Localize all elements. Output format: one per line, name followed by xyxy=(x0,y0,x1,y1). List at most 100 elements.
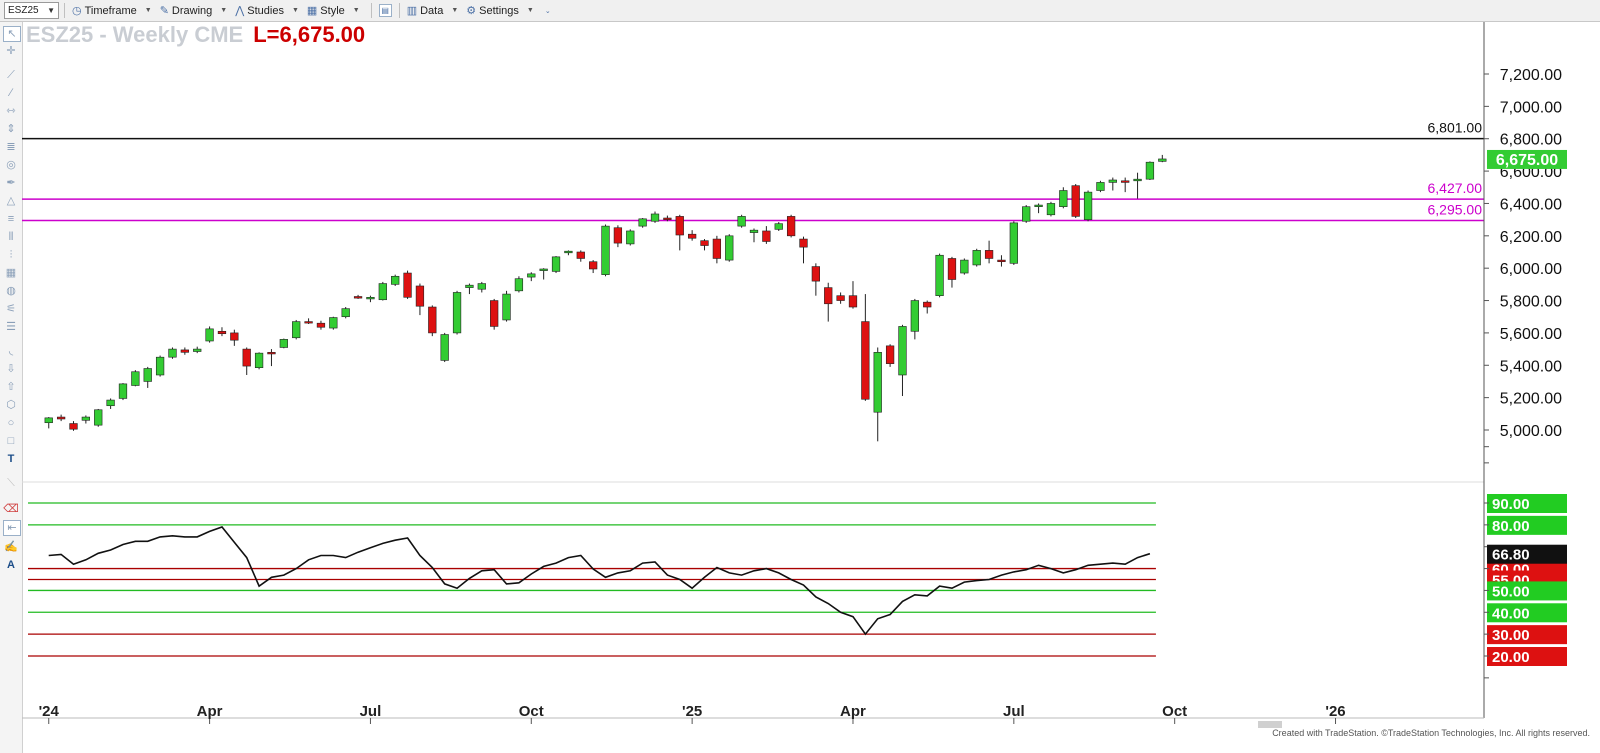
toolbar: ESZ25 ▼ ◷ Timeframe ▼ ✎ Drawing ▼ ⋀ Stud… xyxy=(0,0,1600,22)
down-candle xyxy=(69,423,78,430)
last-price-tag-label: 6,675.00 xyxy=(1496,152,1558,169)
down-candle xyxy=(230,332,239,341)
settings-label: Settings xyxy=(479,4,519,17)
oscillator-level-tag xyxy=(1487,647,1567,666)
triangle-tool-icon[interactable]: △ xyxy=(6,195,16,207)
up-candle xyxy=(465,284,474,288)
annotation-tool-icon[interactable]: A xyxy=(7,559,15,571)
time-tick-label: '26 xyxy=(1325,703,1345,720)
time-tick-label: '24 xyxy=(39,703,60,720)
arc-tool-icon[interactable]: ◟ xyxy=(8,345,14,357)
up-candle xyxy=(638,218,647,227)
down-candle xyxy=(1071,185,1080,217)
up-candle xyxy=(1022,206,1031,222)
up-candle xyxy=(502,293,511,321)
price-tick-label: 5,000.00 xyxy=(1500,423,1562,440)
symbol-input[interactable]: ESZ25 ▼ xyxy=(4,2,59,19)
up-candle xyxy=(626,230,635,245)
down-candle xyxy=(217,330,227,335)
data-button[interactable]: ▥ Data ▼ xyxy=(405,4,465,18)
last-price-tag xyxy=(1487,149,1567,169)
last-price-title: L=6,675.00 xyxy=(253,22,366,47)
speed-line-tool-icon[interactable]: ⚟ xyxy=(6,303,16,315)
oscillator-level-tag-label: 40.00 xyxy=(1492,605,1530,622)
drawing-button[interactable]: ✎ Drawing ▼ xyxy=(158,4,234,18)
settings-button[interactable]: ⚙ Settings ▼ xyxy=(464,4,540,18)
chevron-down-icon[interactable]: ▼ xyxy=(144,7,152,14)
up-candle xyxy=(143,368,152,382)
hexagon-tool-icon[interactable]: ⬡ xyxy=(6,399,16,411)
arrow-up-tool-icon[interactable]: ⇧ xyxy=(6,381,16,393)
time-scroll-thumb[interactable] xyxy=(1258,721,1282,728)
pointer-tool-icon[interactable]: ↖ xyxy=(3,26,21,42)
up-candle xyxy=(378,283,387,301)
rectangle-tool-icon[interactable]: □ xyxy=(7,435,15,447)
ruler-tool-icon[interactable]: ⟍ xyxy=(7,477,15,489)
arrow-down-tool-icon[interactable]: ⇩ xyxy=(6,363,16,375)
pen-tool-icon[interactable]: ✒ xyxy=(6,177,16,189)
snap-tool-icon[interactable]: ⇤ xyxy=(3,520,21,536)
up-candle xyxy=(539,268,548,271)
chevron-down-icon[interactable]: ▼ xyxy=(291,7,299,14)
trendline-tool-icon[interactable]: ⟋ xyxy=(7,69,15,81)
chevron-down-icon[interactable]: ▼ xyxy=(220,7,228,14)
style-label: Style xyxy=(320,4,345,17)
ray-tool-icon[interactable]: ∕ xyxy=(10,87,12,99)
oscillator-line xyxy=(48,526,1151,636)
time-tick-label: Jul xyxy=(360,703,382,720)
up-candle xyxy=(1046,203,1056,216)
up-candle xyxy=(514,278,524,292)
lock-tool-icon[interactable]: ✍ xyxy=(4,541,18,553)
down-candle xyxy=(836,295,845,301)
up-candle xyxy=(910,300,919,332)
down-candle xyxy=(947,258,957,280)
down-candle xyxy=(428,306,437,334)
style-button[interactable]: ▦ Style ▼ xyxy=(305,4,366,18)
price-tick-label: 6,200.00 xyxy=(1500,229,1562,246)
up-candle xyxy=(935,254,944,296)
gear-icon: ⚙ xyxy=(466,5,477,17)
up-candle xyxy=(292,321,301,339)
ellipse-tool-icon[interactable]: ◍ xyxy=(6,285,16,297)
channel-tool-icon[interactable]: ≣ xyxy=(6,141,16,153)
target-tool-icon[interactable]: ◎ xyxy=(6,159,16,171)
pencil-icon: ✎ xyxy=(159,5,169,17)
timeframe-button[interactable]: ◷ Timeframe ▼ xyxy=(70,4,158,18)
layout-icon[interactable]: ▤ xyxy=(378,4,392,17)
down-candle xyxy=(589,261,598,270)
chevron-down-icon[interactable]: ▼ xyxy=(526,7,534,14)
erase-tool-icon[interactable]: ⌫ xyxy=(3,503,19,515)
crosshair-tool-icon[interactable]: ✛ xyxy=(6,45,16,57)
circle-tool-icon[interactable]: ○ xyxy=(7,417,15,429)
down-candle xyxy=(712,238,722,259)
oscillator-level-tag xyxy=(1487,603,1567,623)
symbol-dropdown-icon[interactable]: ▼ xyxy=(47,6,55,15)
text-tool-icon[interactable]: T xyxy=(7,453,15,465)
down-candle xyxy=(415,285,425,307)
vertical-line-tool-icon[interactable]: ⇕ xyxy=(6,123,16,135)
levels-tool-icon[interactable]: ☰ xyxy=(6,321,16,333)
up-candle xyxy=(601,225,610,275)
oscillator-level-tag-label: 50.00 xyxy=(1492,583,1530,600)
down-candle xyxy=(267,352,276,355)
down-candle xyxy=(353,296,363,299)
time-tick-label: Apr xyxy=(840,703,866,720)
toolbar-overflow-icon[interactable]: ⌄ xyxy=(544,7,551,15)
oscillator-value-tag-label: 66.80 xyxy=(1492,547,1530,564)
oscillator-level-tag-label: 80.00 xyxy=(1492,518,1530,535)
up-candle xyxy=(1108,179,1117,183)
up-candle xyxy=(341,308,350,318)
bars-tool-icon[interactable]: ⦀ xyxy=(8,231,14,243)
horizontal-line-tool-icon[interactable]: ⇿ xyxy=(6,105,16,117)
chevron-down-icon[interactable]: ▼ xyxy=(451,7,459,14)
studies-button[interactable]: ⋀ Studies ▼ xyxy=(233,4,305,18)
grid-tool-icon[interactable]: ▦ xyxy=(5,267,17,279)
up-candle xyxy=(254,352,264,368)
extension-tool-icon[interactable]: ⫶ xyxy=(9,249,13,261)
down-candle xyxy=(687,233,697,239)
fibonacci-tool-icon[interactable]: ≡ xyxy=(7,213,15,225)
horizontal-level-label: 6,801.00 xyxy=(1428,120,1483,136)
chevron-down-icon[interactable]: ▼ xyxy=(352,7,360,14)
down-candle xyxy=(490,300,499,327)
